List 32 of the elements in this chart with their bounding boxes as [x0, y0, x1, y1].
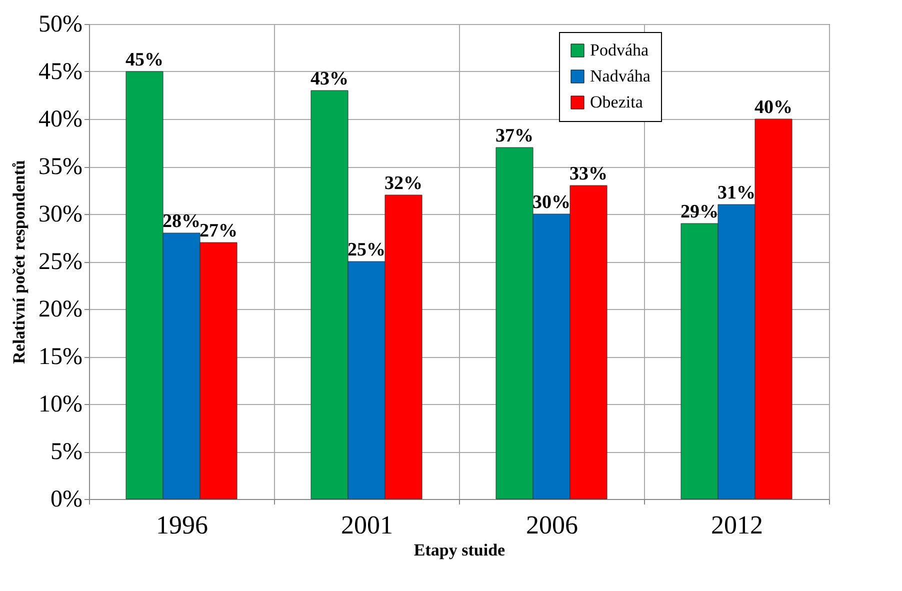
- data-label: 43%: [310, 68, 348, 90]
- y-tick-label: 15%: [38, 344, 82, 370]
- y-axis-title: Relativní počet respondentů: [10, 160, 29, 364]
- x-tick-label: 2001: [341, 510, 393, 540]
- y-tick-label: 35%: [38, 154, 82, 180]
- y-tick-label: 50%: [38, 12, 82, 38]
- data-label: 31%: [718, 182, 756, 204]
- y-tick-label: 0%: [50, 486, 82, 512]
- x-tick-label: 2006: [526, 510, 578, 540]
- data-label: 45%: [126, 50, 164, 70]
- data-label: 28%: [162, 211, 200, 232]
- x-tick-label: 1996: [156, 510, 208, 540]
- y-tick-label: 5%: [50, 439, 82, 465]
- y-tick-label: 10%: [38, 392, 82, 418]
- data-label: 40%: [754, 97, 792, 118]
- data-label: 33%: [570, 164, 608, 184]
- y-tick-label: 30%: [38, 202, 82, 228]
- x-tick-label: 2012: [711, 510, 763, 540]
- legend-label: Obezita: [590, 92, 644, 112]
- legend-label: Podváha: [590, 40, 649, 60]
- y-tick-label: 25%: [38, 249, 82, 275]
- x-axis-title: Etapy stuide: [414, 540, 506, 560]
- legend-label: Nadváha: [590, 66, 651, 86]
- y-tick-label: 45%: [38, 59, 82, 85]
- data-label: 30%: [532, 192, 570, 213]
- data-label: 32%: [384, 173, 422, 194]
- y-tick-label: 20%: [38, 296, 82, 322]
- data-label: 29%: [680, 202, 718, 222]
- y-tick-label: 40%: [38, 106, 82, 132]
- data-label: 37%: [496, 126, 534, 146]
- data-label: 25%: [348, 240, 386, 260]
- data-label: 27%: [200, 220, 238, 242]
